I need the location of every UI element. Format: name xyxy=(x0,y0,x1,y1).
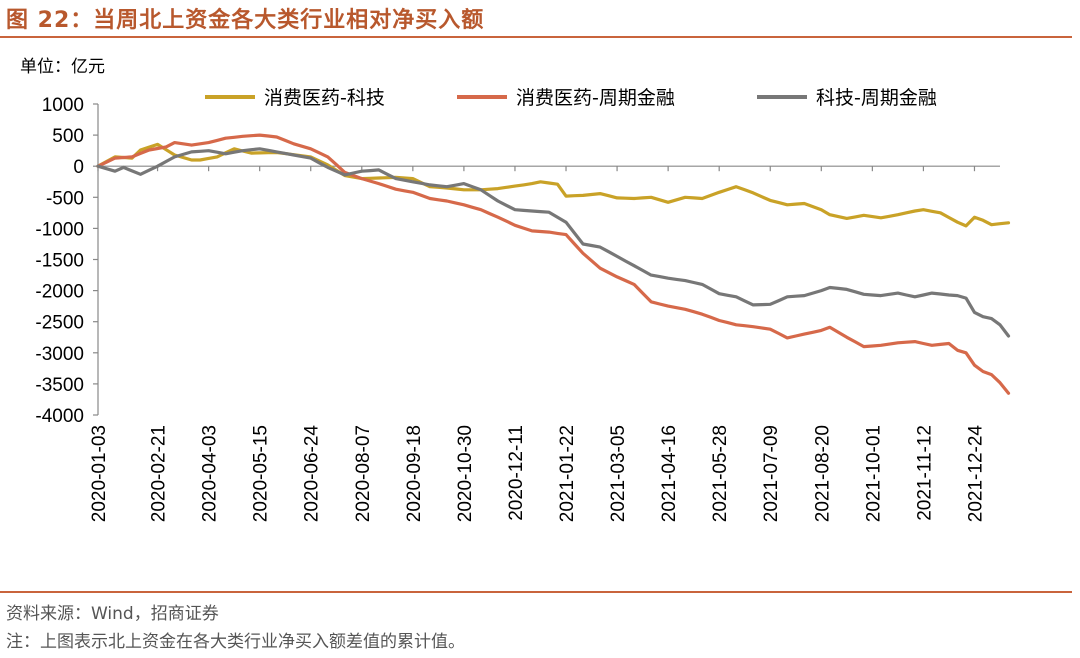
y-tick-label: -4000 xyxy=(35,406,84,427)
x-tick-label: 2021-10-01 xyxy=(863,425,884,522)
y-tick-label: -2000 xyxy=(35,282,84,303)
x-tick-label: 2020-06-24 xyxy=(302,425,323,523)
series-line-1 xyxy=(96,142,1011,228)
x-tick-label: 2021-03-05 xyxy=(608,425,629,522)
x-tick-label: 2020-12-11 xyxy=(506,425,527,521)
y-tick-label: -1000 xyxy=(35,219,84,240)
legend-label-1: 消费医药-科技 xyxy=(264,87,385,109)
source-note: 资料来源：Wind，招商证券 xyxy=(6,604,219,624)
y-tick-label: -2500 xyxy=(35,313,84,334)
x-tick-label: 2020-10-30 xyxy=(455,425,476,522)
x-tick-label: 2020-02-21 xyxy=(149,425,170,522)
title-divider xyxy=(0,36,1072,38)
x-tick-label: 2020-05-15 xyxy=(251,425,272,522)
x-tick-label: 2021-04-16 xyxy=(659,425,680,522)
y-tick-label: -500 xyxy=(46,188,84,209)
y-tick-label: -3500 xyxy=(35,375,84,396)
unit-label: 单位：亿元 xyxy=(20,57,105,77)
figure-title: 图 22：当周北上资金各大类行业相对净买入额 xyxy=(6,8,485,33)
y-tick-label: -1500 xyxy=(35,251,84,272)
y-tick-label: 0 xyxy=(73,157,84,178)
line-chart: 1000 500 0 -500 -1000 -1500 -2000 -2500 -3000 -35… xyxy=(35,87,1011,523)
y-tick-label: 1000 xyxy=(42,95,84,116)
figure-title-row: 图 22：当周北上资金各大类行业相对净买入额 xyxy=(6,0,484,36)
series-line-3 xyxy=(96,147,1011,338)
x-tick-label: 2020-01-03 xyxy=(89,425,110,522)
x-tick-label: 2021-05-28 xyxy=(710,425,731,522)
y-tick-label: 500 xyxy=(52,126,84,147)
footnote: 注：上图表示北上资金在各大类行业净买入额差值的累计值。 xyxy=(6,632,465,652)
footer-divider xyxy=(0,591,1072,593)
x-tick-label: 2021-08-20 xyxy=(812,425,833,522)
x-tick-label: 2021-12-24 xyxy=(965,425,986,523)
legend-label-2: 消费医药-周期金融 xyxy=(516,87,675,109)
x-tick-label: 2020-09-18 xyxy=(404,425,425,522)
series-line-2 xyxy=(96,133,1011,395)
x-tick-label: 2021-07-09 xyxy=(761,425,782,522)
legend-label-3: 科技-周期金融 xyxy=(816,87,937,109)
y-tick-label: -3000 xyxy=(35,344,84,365)
x-tick-label: 2020-04-03 xyxy=(200,425,221,522)
x-tick-label: 2021-01-22 xyxy=(557,425,578,522)
x-tick-label: 2020-08-07 xyxy=(353,425,374,522)
x-tick-label: 2021-11-12 xyxy=(914,425,935,521)
